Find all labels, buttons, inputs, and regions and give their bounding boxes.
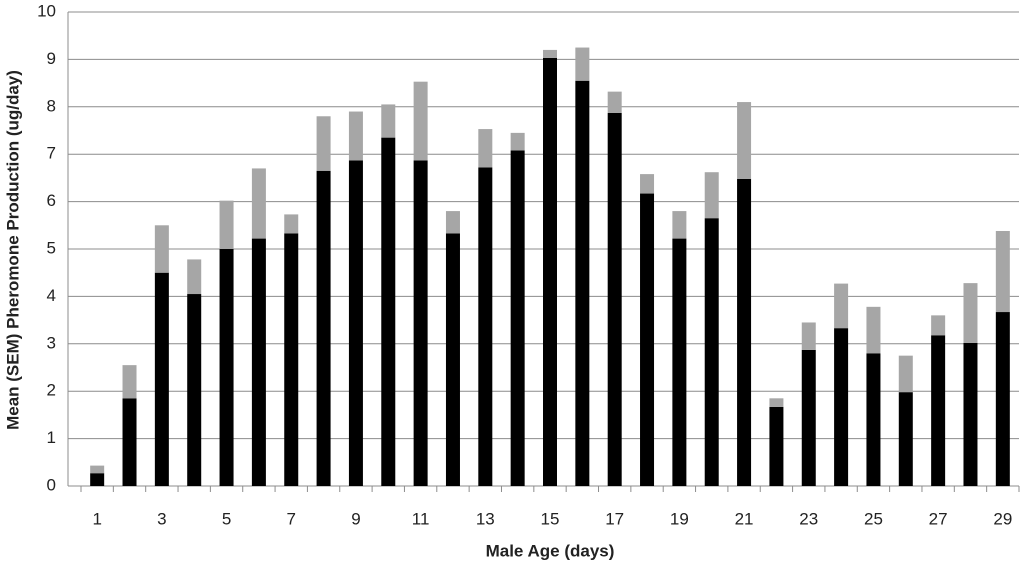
bar-segment [316,170,331,487]
bar-segment [866,353,881,486]
bar-segment [995,230,1010,313]
bar-segment [834,328,849,486]
bar-segment [478,129,493,168]
bar-segment [769,398,784,407]
x-tick-label: 15 [541,509,560,528]
bar-segment [219,200,234,249]
bar-segment [122,398,137,486]
bar-segment [445,211,460,234]
bar-segment [316,116,331,171]
bar-segment [284,233,299,486]
bar-segment [251,238,266,486]
y-tick-label: 10 [37,1,56,20]
x-tick-label: 19 [670,509,689,528]
bar-segment [510,150,525,486]
bar-segment [219,249,234,486]
bar-segment [413,81,428,161]
x-tick-label: 21 [735,509,754,528]
bar-segment [90,465,105,474]
x-tick-label: 3 [157,509,166,528]
y-tick-label: 7 [47,144,56,163]
y-tick-label: 2 [47,381,56,400]
bar-segment [478,167,493,487]
bar-segment [704,172,719,219]
x-tick-label: 29 [993,509,1012,528]
y-tick-label: 0 [47,475,56,494]
x-axis-title: Male Age (days) [486,541,615,560]
bar-segment [963,283,978,343]
bar-segment [510,132,525,151]
x-tick-label: 7 [287,509,296,528]
bar-segment [543,49,557,58]
bar-segment [640,193,655,487]
bar-segment [672,238,687,486]
bar-segment [931,315,946,336]
bar-segment [995,312,1010,486]
bar-segment [251,168,266,239]
bar-segment [284,214,299,234]
bar-segment [801,349,816,486]
bar-segment [834,283,849,329]
x-tick-label: 23 [799,509,818,528]
x-tick-label: 11 [412,509,430,528]
bar-segment [381,104,396,138]
bar-segment [575,47,590,81]
bar-segment [348,111,363,161]
bar-segment [640,174,655,194]
bar-segment [801,322,816,350]
bar-segment [769,406,784,486]
bar-segment [154,225,169,273]
bar-segment [90,473,105,486]
bar-segment [607,91,622,113]
bar-segment [348,160,363,486]
bar-segment [963,342,978,486]
bar-segment [898,355,913,393]
bar-segment [866,306,881,354]
bar-segment [187,294,202,486]
bar-segment [737,178,752,486]
bar-segment [704,218,719,486]
x-tick-label: 25 [864,509,883,528]
bar-segment [543,57,557,487]
y-tick-label: 1 [47,428,56,447]
bar-segment [672,211,687,239]
bar-segment [381,137,396,487]
y-tick-label: 5 [47,238,56,257]
y-tick-label: 9 [47,49,56,68]
bar-segment [898,392,913,486]
x-tick-label: 13 [476,509,495,528]
x-tick-label: 9 [351,509,360,528]
y-tick-label: 4 [47,286,56,305]
bar-segment [413,160,428,486]
x-tick-label: 1 [92,509,101,528]
bar-segment [737,102,752,179]
bar-segment [445,233,460,486]
y-axis-title: Mean (SEM) Pheromone Production (ug/day) [3,70,22,430]
bar-segment [575,80,590,486]
bar-segment [931,335,946,486]
y-tick-label: 6 [47,191,56,210]
bar-segment [122,365,137,399]
y-tick-label: 8 [47,96,56,115]
x-tick-label: 27 [929,509,948,528]
bar-segment [187,259,202,295]
x-tick-label: 5 [222,509,231,528]
bar-segment [607,112,622,486]
x-tick-label: 17 [605,509,624,528]
bar-segment [154,272,169,486]
y-tick-label: 3 [47,333,56,352]
